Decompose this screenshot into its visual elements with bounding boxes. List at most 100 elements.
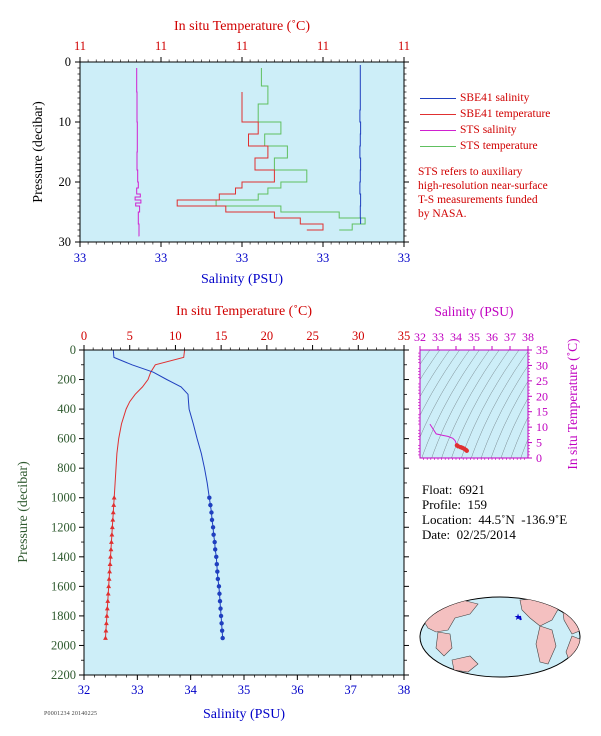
salinity-point bbox=[212, 539, 217, 545]
top-temp-tick-label: 11 bbox=[317, 39, 329, 53]
temperature-point bbox=[105, 591, 111, 596]
density-contour bbox=[510, 416, 528, 458]
ts-salinity-tick-label: 33 bbox=[432, 330, 444, 344]
main-pressure-axis-title: Pressure (decibar) bbox=[16, 461, 31, 563]
legend-swatch-sbe41-temperature bbox=[420, 114, 456, 115]
ts-temp-tick-label: 15 bbox=[536, 405, 548, 419]
legend-label: SBE41 temperature bbox=[460, 108, 551, 120]
density-contour bbox=[431, 350, 490, 458]
float-info: Float: 6921 Profile: 159 Location: 44.5˚… bbox=[422, 482, 567, 542]
pressure-tick-label: 2200 bbox=[51, 668, 76, 682]
ts-series-group bbox=[420, 350, 528, 458]
salinity-point bbox=[217, 598, 223, 604]
top-pressure-tick-label: 10 bbox=[59, 115, 72, 129]
note-line: by NASA. bbox=[418, 208, 467, 220]
density-contour bbox=[420, 350, 441, 381]
legend-swatch-sts-salinity bbox=[420, 130, 456, 131]
top-temp-axis-title: In situ Temperature (˚C) bbox=[174, 19, 310, 34]
main-temp-axis-title: In situ Temperature (˚C) bbox=[176, 304, 312, 319]
density-contour bbox=[420, 350, 450, 398]
salinity-point bbox=[210, 525, 216, 530]
top-ticks: 0 10 20 30 11 11 11 11 11 33 33 33 33 33 bbox=[59, 39, 411, 265]
top-temp-tick-label: 11 bbox=[398, 39, 410, 53]
salinity-tick-label: 34 bbox=[184, 683, 197, 697]
density-contour bbox=[420, 350, 470, 438]
temperature-point bbox=[108, 554, 113, 559]
salinity-point bbox=[215, 569, 220, 574]
pressure-tick-label: 1800 bbox=[51, 609, 76, 623]
temp-tick-label: 15 bbox=[215, 329, 228, 343]
salinity-point bbox=[208, 502, 213, 508]
date-value: 02/25/2014 bbox=[456, 527, 516, 542]
temperature-point bbox=[106, 576, 112, 581]
top-salinity-tick-label: 33 bbox=[398, 251, 411, 265]
ts-salinity-tick-label: 34 bbox=[450, 330, 462, 344]
temperature-point bbox=[107, 561, 113, 567]
salinity-point bbox=[211, 532, 216, 537]
temperature-point bbox=[110, 517, 116, 522]
density-contour bbox=[490, 380, 528, 458]
density-contour bbox=[471, 350, 528, 458]
salinity-tick-label: 37 bbox=[344, 683, 357, 697]
sts-note: STS refers to auxiliary high-resolution … bbox=[418, 165, 598, 221]
salinity-tick-label: 38 bbox=[398, 683, 411, 697]
salinity-point bbox=[217, 591, 222, 596]
ts-plot-area bbox=[419, 349, 529, 459]
salinity-point bbox=[209, 510, 214, 515]
salinity-point bbox=[213, 547, 218, 552]
salinity-point bbox=[209, 517, 215, 523]
legend-item-sts-temperature: STS temperature bbox=[420, 138, 550, 154]
salinity-point bbox=[214, 554, 219, 560]
float-id: 6921 bbox=[458, 482, 485, 497]
main-series-group bbox=[103, 349, 225, 641]
top-plot-area bbox=[79, 61, 405, 243]
temp-tick-label: 35 bbox=[398, 329, 411, 343]
ts-temp-tick-label: 5 bbox=[536, 436, 542, 450]
density-contour bbox=[480, 365, 528, 458]
temperature-point bbox=[109, 524, 115, 530]
pressure-tick-label: 400 bbox=[57, 402, 76, 416]
location-value: 44.5˚N -136.9˚E bbox=[478, 512, 568, 527]
salinity-tick-label: 36 bbox=[291, 683, 304, 697]
temperature-point bbox=[104, 620, 109, 626]
pressure-tick-label: 1600 bbox=[51, 579, 76, 593]
temp-tick-label: 20 bbox=[261, 329, 274, 343]
temperature-point bbox=[104, 613, 110, 618]
temperature-point bbox=[109, 532, 115, 537]
temp-tick-label: 5 bbox=[127, 329, 133, 343]
salinity-point bbox=[216, 584, 222, 589]
legend-item-sts-salinity: STS salinity bbox=[420, 122, 550, 138]
salinity-point bbox=[215, 576, 221, 582]
salinity-point bbox=[220, 635, 225, 641]
top-salinity-axis-title: Salinity (PSU) bbox=[201, 272, 283, 287]
top-salinity-tick-label: 33 bbox=[74, 251, 87, 265]
pressure-tick-label: 2000 bbox=[51, 638, 76, 652]
temperature-point bbox=[110, 509, 116, 515]
density-contour bbox=[461, 350, 520, 458]
pressure-tick-label: 0 bbox=[70, 343, 76, 357]
date-row: Date: 02/25/2014 bbox=[422, 527, 516, 542]
salinity-point bbox=[214, 562, 219, 567]
note-line: T-S measurements funded bbox=[418, 194, 538, 206]
profile-number: 159 bbox=[467, 497, 488, 512]
float-location-star: ★ bbox=[514, 612, 522, 622]
salinity-point bbox=[218, 606, 223, 611]
ts-salinity-tick-label: 36 bbox=[486, 330, 498, 344]
main-ticks: 0200400600800100012001400160018002000220… bbox=[51, 329, 410, 697]
top-pressure-axis-title: Pressure (decibar) bbox=[31, 101, 46, 203]
top-salinity-tick-label: 33 bbox=[236, 251, 249, 265]
temperature-point bbox=[104, 605, 110, 611]
density-contour bbox=[420, 350, 460, 416]
temperature-point bbox=[106, 583, 112, 589]
legend-swatch-sbe41-salinity bbox=[420, 98, 456, 99]
temperature-point bbox=[105, 598, 111, 603]
pressure-tick-label: 1200 bbox=[51, 520, 76, 534]
ts-salinity-axis-title: Salinity (PSU) bbox=[434, 304, 513, 319]
top-pressure-tick-label: 20 bbox=[59, 175, 72, 189]
footer-code: P0001234 20140225 bbox=[44, 711, 98, 717]
salinity-tick-label: 35 bbox=[238, 683, 251, 697]
ts-salinity-tick-label: 38 bbox=[522, 330, 534, 344]
pressure-tick-label: 600 bbox=[57, 432, 76, 446]
top-salinity-tick-label: 33 bbox=[155, 251, 168, 265]
note-line: high-resolution near-surface bbox=[418, 180, 548, 192]
